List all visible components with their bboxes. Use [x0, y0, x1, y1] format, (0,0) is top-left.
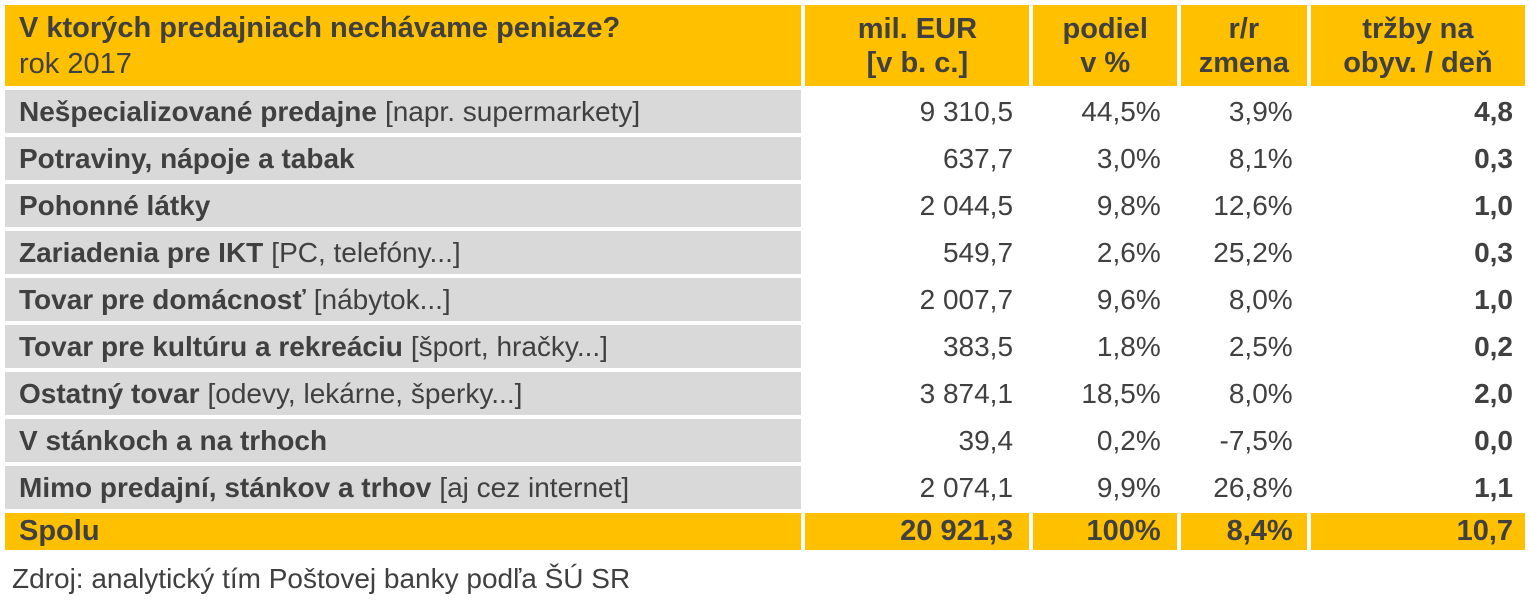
cell-podiel: 9,8% [1033, 184, 1177, 227]
cell-trzby: 0,3 [1310, 137, 1526, 180]
cell-mil-eur: 3 874,1 [804, 372, 1030, 415]
cell-mil-eur: 39,4 [804, 419, 1030, 462]
cell-podiel: 18,5% [1033, 372, 1177, 415]
row-label: Tovar pre domácnosť [19, 283, 306, 315]
source-note: Zdroj: analytický tím Poštovej banky pod… [12, 563, 631, 594]
total-rr: 8,4% [1180, 513, 1307, 550]
column-header-line: podiel [1062, 12, 1148, 45]
column-header-line: mil. EUR [857, 12, 978, 45]
row-label-cell: V stánkoch a na trhoch [5, 419, 801, 462]
row-label: Ostatný tovar [19, 377, 200, 409]
row-detail: [nábytok...] [313, 283, 451, 315]
table-row: Zariadenia pre IKT [PC, telefóny...] 549,7… [5, 231, 1526, 274]
table-header: V ktorých predajniach nechávame peniaze?… [5, 5, 1526, 86]
row-label: Nešpecializované predajne [19, 95, 377, 127]
cell-podiel: 1,8% [1033, 325, 1177, 368]
row-detail: [napr. supermarkety] [384, 95, 641, 127]
row-label-cell: Nešpecializované predajne [napr. supermar… [5, 90, 801, 133]
cell-podiel: 0,2% [1033, 419, 1177, 462]
cell-rr: 8,0% [1180, 372, 1307, 415]
cell-mil-eur: 2 074,1 [804, 466, 1030, 509]
column-header-line: obyv. / deň [1343, 46, 1493, 79]
cell-mil-eur: 9 310,5 [804, 90, 1030, 133]
cell-trzby: 0,2 [1310, 325, 1526, 368]
cell-mil-eur: 383,5 [804, 325, 1030, 368]
total-trzby: 10,7 [1310, 513, 1526, 550]
cell-rr: 8,1% [1180, 137, 1307, 180]
table-row: Tovar pre kultúru a rekreáciu [šport, hra… [5, 325, 1526, 368]
row-label-cell: Zariadenia pre IKT [PC, telefóny...] [5, 231, 801, 274]
table-row: V stánkoch a na trhoch 39,4 0,2% -7,5% 0,0 [5, 419, 1526, 462]
column-header-line: r/r [1228, 12, 1260, 45]
cell-trzby: 0,3 [1310, 231, 1526, 274]
row-label: V stánkoch a na trhoch [19, 424, 328, 456]
cell-podiel: 3,0% [1033, 137, 1177, 180]
row-detail: [odevy, lekárne, šperky...] [207, 377, 523, 409]
column-header-line: tržby na [1362, 12, 1474, 45]
column-header-line: v % [1080, 46, 1131, 79]
cell-rr: -7,5% [1180, 419, 1307, 462]
column-header-mil-eur: mil. EUR [v b. c.] [805, 5, 1030, 86]
cell-trzby: 1,1 [1310, 466, 1526, 509]
row-label-cell: Tovar pre kultúru a rekreáciu [šport, hra… [5, 325, 801, 368]
row-label-cell: Ostatný tovar [odevy, lekárne, šperky...] [5, 372, 801, 415]
column-header-line: [v b. c.] [866, 46, 969, 79]
cell-trzby: 1,0 [1310, 278, 1526, 321]
cell-podiel: 44,5% [1033, 90, 1177, 133]
row-label-cell: Tovar pre domácnosť [nábytok...] [5, 278, 801, 321]
table-row: Pohonné látky 2 044,5 9,8% 12,6% 1,0 [5, 184, 1526, 227]
cell-podiel: 9,9% [1033, 466, 1177, 509]
column-header-trzby: tržby na obyv. / deň [1310, 5, 1526, 86]
row-detail: [aj cez internet] [439, 471, 630, 503]
cell-mil-eur: 2 007,7 [804, 278, 1030, 321]
total-mil-eur: 20 921,3 [804, 513, 1030, 550]
cell-rr: 2,5% [1180, 325, 1307, 368]
total-row: Spolu 20 921,3 100% 8,4% 10,7 [5, 513, 1526, 550]
header-title-cell: V ktorých predajniach nechávame peniaze?… [5, 5, 802, 86]
cell-rr: 8,0% [1180, 278, 1307, 321]
cell-rr: 26,8% [1180, 466, 1307, 509]
row-label-cell: Potraviny, nápoje a tabak [5, 137, 801, 180]
row-label-cell: Mimo predajní, stánkov a trhov [aj cez in… [5, 466, 801, 509]
column-header-line: zmena [1198, 46, 1289, 79]
cell-rr: 3,9% [1180, 90, 1307, 133]
total-podiel: 100% [1033, 513, 1177, 550]
table-row: Potraviny, nápoje a tabak 637,7 3,0% 8,1% 0,… [5, 137, 1526, 180]
cell-mil-eur: 549,7 [804, 231, 1030, 274]
row-label: Pohonné látky [19, 189, 211, 221]
total-label: Spolu [5, 513, 801, 550]
row-detail: [PC, telefóny...] [271, 236, 461, 268]
cell-trzby: 2,0 [1310, 372, 1526, 415]
table-row: Mimo predajní, stánkov a trhov [aj cez in… [5, 466, 1526, 509]
row-label-cell: Pohonné látky [5, 184, 801, 227]
column-header-rr-zmena: r/r zmena [1180, 5, 1307, 86]
cell-podiel: 9,6% [1033, 278, 1177, 321]
row-label: Zariadenia pre IKT [19, 236, 264, 268]
table-row: Tovar pre domácnosť [nábytok...] 2 007,7 9,… [5, 278, 1526, 321]
table-row: Ostatný tovar [odevy, lekárne, šperky...]… [5, 372, 1526, 415]
cell-podiel: 2,6% [1033, 231, 1177, 274]
table-row: Nešpecializované predajne [napr. supermar… [5, 90, 1526, 133]
cell-trzby: 1,0 [1310, 184, 1526, 227]
row-detail: [šport, hračky...] [410, 330, 608, 362]
row-label: Tovar pre kultúru a rekreáciu [19, 330, 403, 362]
row-label: Potraviny, nápoje a tabak [19, 142, 355, 174]
table-subtitle: rok 2017 [19, 47, 132, 80]
retail-spending-table: V ktorých predajniach nechávame peniaze?… [5, 5, 1526, 554]
cell-trzby: 0,0 [1310, 419, 1526, 462]
table-title: V ktorých predajniach nechávame peniaze? [19, 11, 621, 44]
column-header-podiel: podiel v % [1033, 5, 1177, 86]
cell-mil-eur: 637,7 [804, 137, 1030, 180]
cell-rr: 25,2% [1180, 231, 1307, 274]
table-body: Nešpecializované predajne [napr. supermar… [5, 90, 1526, 509]
cell-mil-eur: 2 044,5 [804, 184, 1030, 227]
row-label: Mimo predajní, stánkov a trhov [19, 471, 432, 503]
cell-trzby: 4,8 [1310, 90, 1526, 133]
cell-rr: 12,6% [1180, 184, 1307, 227]
